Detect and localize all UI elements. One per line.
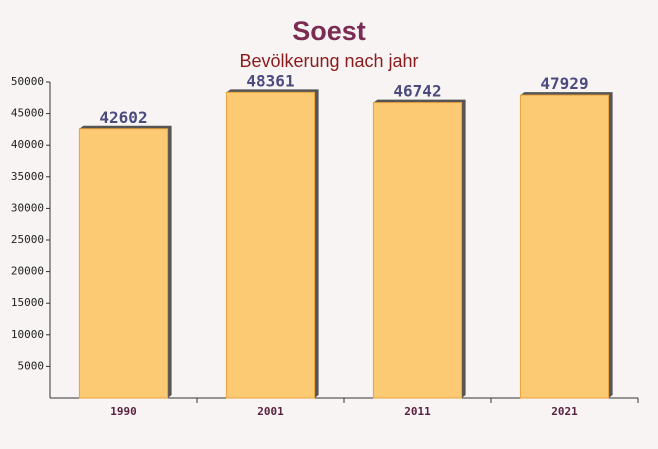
bar: [225, 91, 316, 399]
bar: [519, 94, 610, 399]
x-tick-label: 2011: [404, 405, 431, 418]
y-tick-label: 40000: [11, 138, 44, 151]
y-tick-label: 35000: [11, 170, 44, 183]
y-tick-label: 15000: [11, 296, 44, 309]
y-tick-label: 10000: [11, 328, 44, 341]
value-label: 48361: [246, 71, 294, 90]
y-tick-label: 5000: [18, 359, 45, 372]
y-tick-label: 45000: [11, 107, 44, 120]
y-tick-label: 20000: [11, 265, 44, 278]
value-label: 42602: [99, 108, 147, 127]
x-tick-label: 2001: [257, 405, 284, 418]
y-tick-label: 25000: [11, 233, 44, 246]
bar: [78, 128, 169, 399]
value-label: 46742: [393, 82, 441, 101]
y-tick-label: 30000: [11, 201, 44, 214]
chart-title: Soest: [292, 16, 366, 46]
x-tick-label: 2021: [551, 405, 578, 418]
chart-subtitle: Bevölkerung nach jahr: [239, 51, 418, 71]
x-tick-label: 1990: [110, 405, 137, 418]
bar: [372, 102, 463, 399]
y-tick-label: 50000: [11, 75, 44, 88]
value-label: 47929: [540, 74, 588, 93]
